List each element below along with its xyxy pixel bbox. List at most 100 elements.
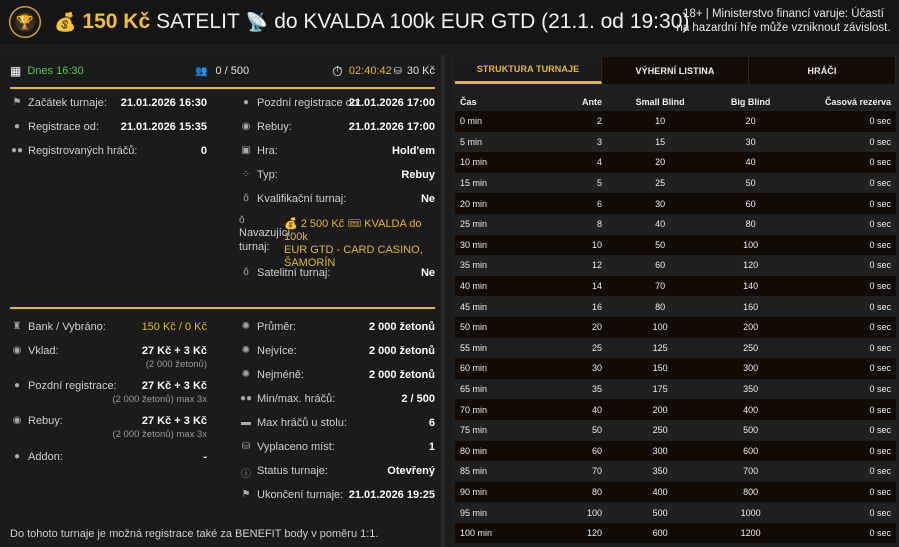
table-cell: 200 [652,404,668,415]
table-row: 95 min 100 500 1000 0 sec [455,502,896,523]
value: 21.01.2026 15:35 [120,121,207,133]
dollar-icon: ● [13,451,21,462]
table-row: 25 min 8 40 80 0 sec [455,213,896,235]
paid-places: ⛁ Vyplaceno míst: 1 [239,441,435,453]
table-cell: 65 min [460,384,488,395]
label: Satelitní turnaj: [257,267,331,279]
users-icon: ●● [239,393,253,404]
info-start: ⚑ Začátek turnaje: 21.01.2026 16:30 [10,97,207,109]
value: 150 Kč / 0 Kč [141,321,207,333]
value: 6 [428,417,435,429]
table-cell: 0 sec [869,198,891,209]
table-cell: 60 [655,260,666,271]
col-time: Čas [460,96,477,107]
stack-max: ✺ Nejvíce: 2 000 žetonů [239,345,435,357]
value-main: 27 Kč + 3 Kč [141,415,207,427]
label: Status turnaje: [257,465,328,477]
tab-players[interactable]: HRÁČI [749,57,896,84]
entry-fee-text: 30 Kč [406,65,435,77]
info-registration-from: ● Registrace od: 21.01.2026 15:35 [10,121,207,133]
table-cell: 0 sec [869,136,891,147]
value-sub: (2 000 žetonů) max 3x [112,394,207,405]
table-row: 80 min 60 300 600 0 sec [455,440,896,462]
table-cell: 5 [596,178,602,189]
table-body: 0 min 2 10 20 0 sec 5 min 3 15 30 0 sec 10 min 4 20 4… [455,111,896,544]
table-cell: 0 sec [869,528,891,539]
info-registered-players: ●● Registrovaných hráčů: 0 [10,145,207,157]
flag-icon: ⚑ [12,97,22,108]
chip-icon: ✺ [241,321,251,332]
info-rebuy: ◉ Rebuy: 21.01.2026 17:00 [239,121,435,133]
warning-line-1: 18+ | Ministerstvo financí varuje: Účast… [683,8,884,20]
link-line-2[interactable]: EUR GTD - CARD CASINO, [284,244,423,256]
payout-icon: ⛁ [393,65,402,77]
value: 21.01.2026 16:30 [120,97,207,109]
tab-payouts[interactable]: VÝHERNÍ LISTINA [602,57,749,84]
label: Typ: [257,169,278,181]
table-cell: 30 [655,198,666,209]
users-icon: 👥 [195,65,208,77]
table-cell: 250 [652,425,668,436]
table-cell: 80 [591,486,602,497]
table-cell: 350 [652,466,668,477]
table-cell: 400 [652,486,668,497]
link-line-1[interactable]: 💰 2 500 Kč 🎟 KVALDA do 100k [284,218,422,243]
stack-min: ✺ Nejméně: 2 000 žetonů [239,369,435,381]
label: Ukončení turnaje: [257,489,344,501]
chip-icon: ✺ [241,369,251,380]
table-cell: 1000 [740,507,761,518]
table-cell: 50 [745,178,756,189]
medal-icon: ǒ [243,267,249,278]
col-small-blind: Small Blind [635,96,685,107]
value: Hold'em [392,145,435,157]
follow-up-tournament-link[interactable]: 💰 2 500 Kč 🎟 KVALDA do 100k EUR GTD - CA… [284,218,435,270]
payout-icon: ⛁ [241,441,251,452]
table-row: 55 min 25 125 250 0 sec [455,337,896,359]
table-cell: 0 sec [869,239,891,250]
dollar-icon: ● [13,380,21,391]
label: Registrace od: [28,121,99,133]
countdown-text: 02:40:42 [348,65,392,77]
value: 21.01.2026 17:00 [348,97,435,109]
trophy-chip-icon[interactable]: 🏆 [8,5,42,39]
info-satellite: ǒ Satelitní turnaj: Ne [239,267,435,279]
table-cell: 0 sec [869,425,891,436]
tab-structure[interactable]: STRUKTURA TURNAJE [455,57,602,84]
link-line-3[interactable]: ŠAMORÍN [284,257,336,269]
medal-icon: ǒ [243,193,249,204]
table-row: 10 min 4 20 40 0 sec [455,152,896,173]
table-cell: 50 [655,239,666,250]
info-late-registration: ● Pozdní registrace do: 21.01.2026 17:00 [239,97,435,109]
users-icon: ●● [10,145,24,156]
value: Otevřený [387,465,435,477]
benefit-note: Do tohoto turnaje je možná registrace ta… [10,528,379,540]
table-cell: 140 [743,281,759,292]
label: Bank / Vybráno: [28,321,106,333]
table-cell: 125 [652,342,668,353]
table-cell: 25 [591,342,602,353]
player-count-text: 0 / 500 [215,65,250,77]
tournament-end: ⚑ Ukončení turnaje: 21.01.2026 19:25 [239,489,435,501]
money-addon: ● Addon: - [10,451,207,463]
table-cell: 350 [743,384,759,395]
table-cell: 0 sec [869,342,891,353]
table-cell: 400 [743,404,759,415]
table-header-row: Čas Ante Small Blind Big Blind Časová re… [455,92,896,111]
chip-icon: ✺ [241,345,251,356]
table-icon: ▬ [241,417,251,428]
table-cell: 0 sec [869,363,891,374]
table-cell: 250 [743,342,759,353]
table-cell: 175 [652,384,668,395]
col-big-blind: Big Blind [730,96,771,107]
table-cell: 40 [655,219,666,230]
title-part1: SATELIT [156,10,240,33]
table-cell: 100 [586,507,602,518]
table-row: 65 min 35 175 350 0 sec [455,378,896,400]
table-cell: 0 sec [869,260,891,271]
medal-icon: ǒ [239,215,245,226]
table-cell: 80 min [460,445,488,456]
label: Hra: [257,145,278,157]
checkered-flag-icon: ⚑ [241,489,251,500]
table-cell: 85 min [460,466,488,477]
table-cell: 100 [652,322,668,333]
